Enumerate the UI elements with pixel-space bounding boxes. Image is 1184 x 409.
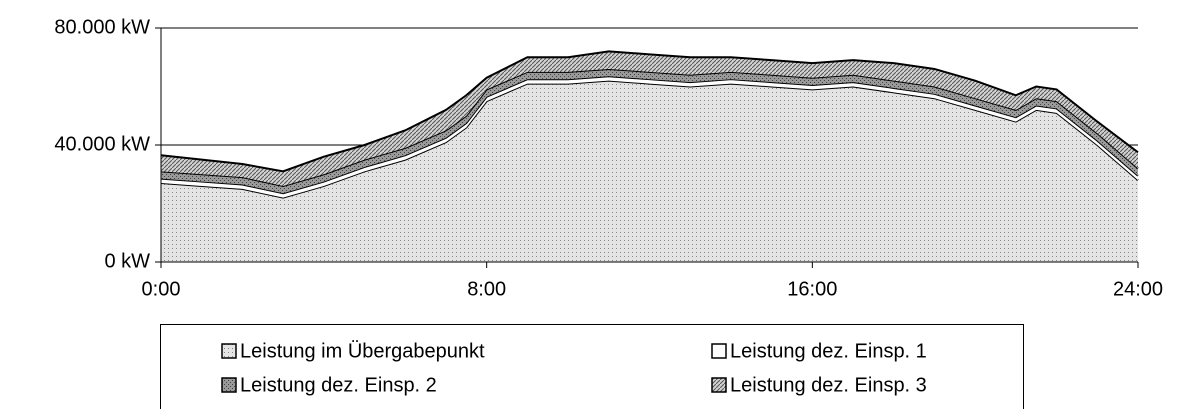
area — [161, 80, 1138, 263]
legend-label: Leistung dez. Einsp. 1 — [730, 340, 927, 362]
x-tick-label: 0:00 — [142, 278, 181, 300]
legend-swatch — [221, 377, 237, 393]
legend-swatch — [711, 377, 727, 393]
x-tick-label: 24:00 — [1113, 278, 1163, 300]
area — [161, 51, 1138, 186]
area-line — [160, 50, 1139, 173]
legend-swatch — [711, 343, 727, 359]
legend-label: Leistung dez. Einsp. 2 — [240, 374, 437, 396]
y-tick-label: 40.000 kW — [54, 133, 150, 155]
legend-label: Leistung im Übergabepunkt — [240, 340, 485, 362]
legend-label: Leistung dez. Einsp. 3 — [730, 374, 927, 396]
y-tick-label: 80.000 kW — [54, 16, 150, 38]
x-tick-label: 16:00 — [787, 278, 837, 300]
legend — [160, 324, 1024, 409]
x-tick-label: 8:00 — [467, 278, 506, 300]
y-tick-label: 0 kW — [104, 250, 150, 272]
legend-swatch — [221, 343, 237, 359]
